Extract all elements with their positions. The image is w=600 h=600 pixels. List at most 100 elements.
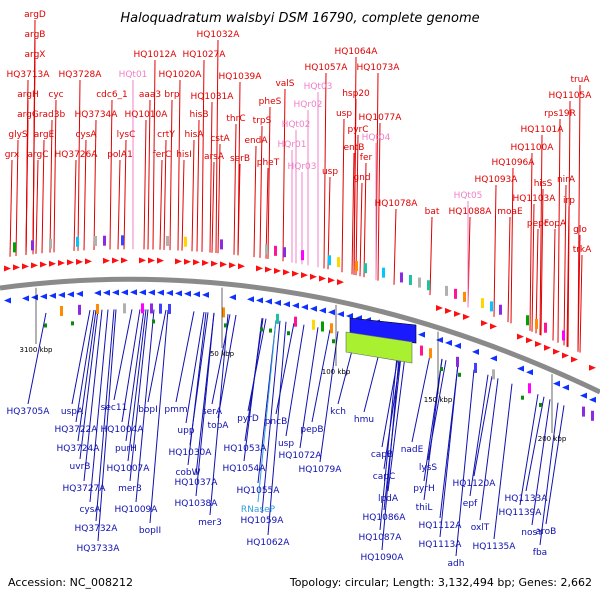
label-callout-line — [147, 309, 167, 403]
cog-box-reverse — [96, 303, 99, 314]
label-callout-line — [83, 139, 87, 251]
gene-label-reverse: HQ1054A — [223, 464, 267, 474]
gene-label-forward: bat — [425, 207, 440, 217]
cog-box-forward — [76, 236, 79, 247]
reverse-gene-arrow — [166, 289, 173, 296]
reverse-gene-arrow — [148, 289, 155, 296]
gene-label-forward: hisB — [189, 110, 208, 120]
reverse-gene-arrow — [562, 384, 569, 391]
gene-label-forward: HQ1064A — [335, 47, 379, 57]
reverse-gene-arrow — [283, 301, 290, 308]
gene-label-forward: HQ3734A — [75, 110, 119, 120]
label-callout-line — [493, 383, 513, 540]
gene-label-reverse: lpdA — [378, 494, 399, 504]
label-callout-line — [89, 309, 109, 503]
label-callout-line — [237, 163, 241, 256]
label-callout-line — [147, 99, 151, 250]
label-callout-line — [383, 346, 403, 470]
gene-label-reverse: HQ1055A — [237, 486, 281, 496]
reverse-gene-arrow — [436, 337, 443, 344]
label-callout-line — [121, 309, 141, 423]
forward-gene-arrow — [256, 265, 263, 272]
rna-marker — [440, 367, 443, 372]
gene-label-reverse: HQ1079A — [299, 465, 343, 475]
label-callout-line — [429, 216, 433, 296]
gene-label-forward: HQ1012A — [134, 50, 178, 60]
label-callout-line — [381, 346, 401, 551]
label-callout-line — [540, 188, 544, 336]
forward-gene-arrow — [58, 259, 65, 266]
reverse-gene-arrow — [274, 299, 281, 306]
label-callout-line — [439, 364, 459, 538]
gene-label-forward: HQ3726A — [55, 150, 99, 160]
gene-label-forward: HQt05 — [454, 191, 483, 201]
gene-label-forward: polA1 — [107, 150, 133, 160]
gene-label-reverse: HQ3733A — [77, 544, 121, 554]
label-callout-line — [299, 327, 319, 449]
reverse-gene-arrow — [517, 365, 524, 372]
gene-label-reverse: upp — [177, 426, 194, 436]
forward-gene-arrow — [571, 356, 578, 363]
gene-label-reverse: aroB — [536, 527, 557, 537]
gene-label-reverse: cysA — [79, 505, 101, 515]
label-callout-line — [169, 99, 173, 251]
gene-label-reverse: oxlT — [471, 523, 490, 533]
gene-label-forward: cdc6_1 — [96, 90, 128, 100]
reverse-gene-arrow — [301, 304, 308, 311]
gene-label-reverse: HQ3724A — [57, 444, 101, 454]
kbp-tick-label: 150 kbp — [424, 396, 453, 404]
cog-box-reverse — [222, 307, 225, 318]
reverse-gene-arrow — [292, 302, 299, 309]
label-callout-line — [152, 59, 156, 250]
label-callout-line — [243, 318, 263, 462]
label-callout-line — [233, 123, 237, 255]
label-callout-line — [253, 145, 257, 258]
gene-label-forward: nirA — [557, 175, 576, 185]
reverse-gene-arrow — [67, 291, 74, 298]
cog-box-forward — [364, 263, 367, 274]
label-callout-line — [351, 152, 355, 275]
label-callout-line — [473, 376, 493, 477]
gene-label-forward: rad3b — [39, 110, 66, 120]
gene-label-forward: hisS — [534, 179, 553, 189]
reverse-gene-arrow — [193, 291, 200, 298]
cog-box-forward — [184, 236, 187, 247]
label-callout-line — [535, 228, 539, 334]
cog-box-reverse — [456, 356, 459, 367]
forward-gene-arrow — [463, 313, 470, 320]
gene-label-forward: HQ1020A — [159, 70, 203, 80]
gene-label-reverse: uvrB — [70, 462, 91, 472]
label-callout-line — [117, 159, 121, 250]
label-callout-line — [97, 309, 117, 542]
label-callout-line — [529, 152, 533, 331]
label-callout-line — [363, 162, 367, 278]
gene-label-forward: argB — [25, 30, 46, 40]
label-callout-line — [353, 98, 357, 275]
forward-gene-arrow — [589, 364, 596, 371]
reverse-gene-arrow — [175, 290, 182, 297]
reverse-gene-arrow — [256, 297, 263, 304]
reverse-gene-arrow — [103, 289, 110, 296]
forward-gene-arrow — [49, 260, 56, 267]
label-callout-line — [215, 39, 219, 254]
label-callout-line — [209, 101, 213, 253]
reverse-gene-arrow — [445, 339, 452, 346]
kbp-tick-label: 3100 kbp — [20, 346, 54, 354]
label-callout-line — [319, 331, 339, 463]
label-callout-line — [381, 346, 401, 448]
cog-box-forward — [301, 250, 304, 261]
label-callout-line — [423, 358, 443, 501]
cog-box-forward — [418, 277, 421, 288]
forward-gene-arrow — [310, 273, 317, 280]
cog-box-forward — [328, 255, 331, 266]
label-callout-line — [493, 184, 497, 317]
forward-gene-arrow — [283, 269, 290, 276]
gene-label-forward: HQ1077A — [359, 113, 403, 123]
forward-gene-arrow — [175, 258, 182, 265]
cog-box-reverse — [429, 348, 432, 359]
gene-label-reverse: hmu — [354, 415, 374, 425]
gene-label-forward: HQ1057A — [305, 63, 349, 73]
label-callout-line — [379, 345, 399, 531]
label-callout-line — [557, 118, 561, 343]
label-callout-line — [53, 99, 57, 253]
